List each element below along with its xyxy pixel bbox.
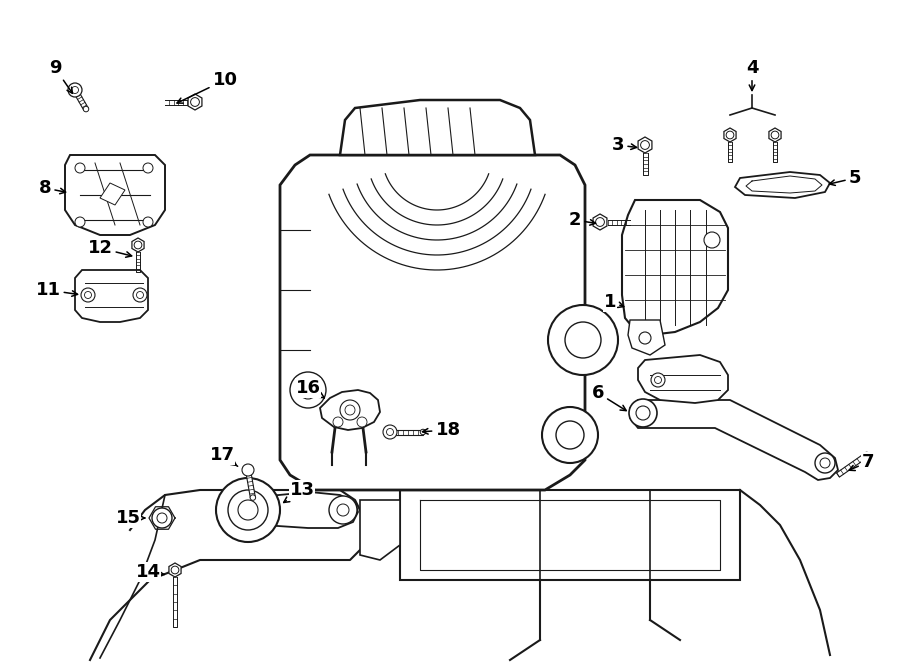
Text: 18: 18 [422,421,461,439]
Polygon shape [622,200,728,335]
Polygon shape [169,563,181,577]
Circle shape [548,305,618,375]
Circle shape [726,131,734,139]
Circle shape [242,464,254,476]
Circle shape [133,288,147,302]
Polygon shape [65,155,165,235]
Circle shape [171,566,179,574]
Circle shape [420,429,426,435]
Circle shape [299,381,317,399]
Circle shape [238,500,258,520]
Polygon shape [388,430,423,434]
Circle shape [143,163,153,173]
Text: 3: 3 [612,136,636,154]
Text: 7: 7 [849,453,874,471]
Circle shape [81,288,95,302]
Circle shape [596,218,605,226]
Circle shape [333,417,343,427]
Circle shape [641,140,650,150]
Text: 6: 6 [592,384,626,410]
Text: 5: 5 [830,169,861,187]
Circle shape [71,87,78,93]
Polygon shape [837,453,868,477]
Circle shape [137,291,143,299]
Text: 11: 11 [35,281,77,299]
Polygon shape [73,89,88,111]
Text: 16: 16 [295,379,324,398]
Circle shape [542,407,598,463]
Circle shape [85,291,92,299]
Polygon shape [638,355,728,403]
Polygon shape [320,390,380,430]
Circle shape [864,452,869,457]
Circle shape [152,508,172,528]
Circle shape [68,83,82,97]
Circle shape [216,478,280,542]
Polygon shape [246,469,256,498]
Circle shape [654,377,662,383]
Polygon shape [75,270,148,322]
Circle shape [629,399,657,427]
Polygon shape [340,100,535,155]
Circle shape [345,405,355,415]
Polygon shape [132,238,144,252]
Circle shape [556,421,584,449]
Circle shape [565,322,601,358]
Circle shape [386,428,393,436]
Polygon shape [220,492,358,528]
Circle shape [383,425,397,439]
Circle shape [134,241,142,249]
Polygon shape [188,94,202,110]
Circle shape [84,107,89,112]
Polygon shape [593,214,607,230]
Text: 1: 1 [604,293,624,311]
Text: 4: 4 [746,59,758,91]
Circle shape [143,217,153,227]
Text: 2: 2 [569,211,596,229]
Polygon shape [400,490,740,580]
Circle shape [75,217,85,227]
Circle shape [290,372,326,408]
Circle shape [636,406,650,420]
Circle shape [191,97,200,107]
Text: 15: 15 [115,509,145,527]
Polygon shape [724,128,736,142]
Polygon shape [360,500,400,560]
Text: 14: 14 [136,563,165,581]
Circle shape [250,495,256,500]
Polygon shape [628,320,665,355]
Polygon shape [280,155,585,490]
Polygon shape [100,183,125,205]
Circle shape [704,232,720,248]
Text: 12: 12 [87,239,131,258]
Text: 10: 10 [177,71,238,103]
Circle shape [651,373,665,387]
Circle shape [329,496,357,524]
Text: 13: 13 [284,481,314,502]
Circle shape [815,453,835,473]
Text: 17: 17 [210,446,238,466]
Circle shape [357,417,367,427]
Text: 9: 9 [49,59,73,93]
Circle shape [639,332,651,344]
Polygon shape [735,172,830,198]
Circle shape [337,504,349,516]
Circle shape [228,490,268,530]
Circle shape [157,513,167,523]
Circle shape [75,163,85,173]
Text: 8: 8 [39,179,66,197]
Polygon shape [630,400,838,480]
Circle shape [820,458,830,468]
Circle shape [771,131,778,139]
Polygon shape [638,137,652,153]
Circle shape [340,400,360,420]
Polygon shape [769,128,781,142]
